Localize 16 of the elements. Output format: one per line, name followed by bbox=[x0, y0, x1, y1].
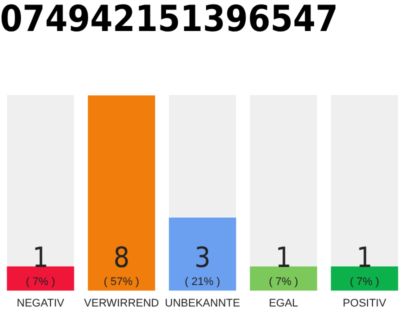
data-label: 8 bbox=[113, 241, 130, 274]
x-tick-label: NEGATIV bbox=[16, 297, 65, 310]
data-label: 3 bbox=[194, 241, 211, 274]
x-tick-label: VERWIRREND bbox=[84, 297, 160, 310]
annotation: ( 7% ) bbox=[268, 276, 298, 288]
annotation: ( 7% ) bbox=[26, 276, 56, 288]
data-label: 1 bbox=[275, 241, 292, 274]
annotation: ( 7% ) bbox=[350, 276, 380, 288]
x-tick-label: EGAL bbox=[268, 297, 298, 310]
annotation: ( 21% ) bbox=[184, 276, 220, 288]
x-tick-label: POSITIV bbox=[342, 297, 387, 310]
annotation: ( 57% ) bbox=[104, 276, 140, 288]
x-tick-label: UNBEKANNTE bbox=[164, 297, 240, 310]
data-label: 1 bbox=[356, 241, 373, 274]
chart-title: 074942151396547 bbox=[0, 0, 338, 40]
data-label: 1 bbox=[32, 241, 49, 274]
